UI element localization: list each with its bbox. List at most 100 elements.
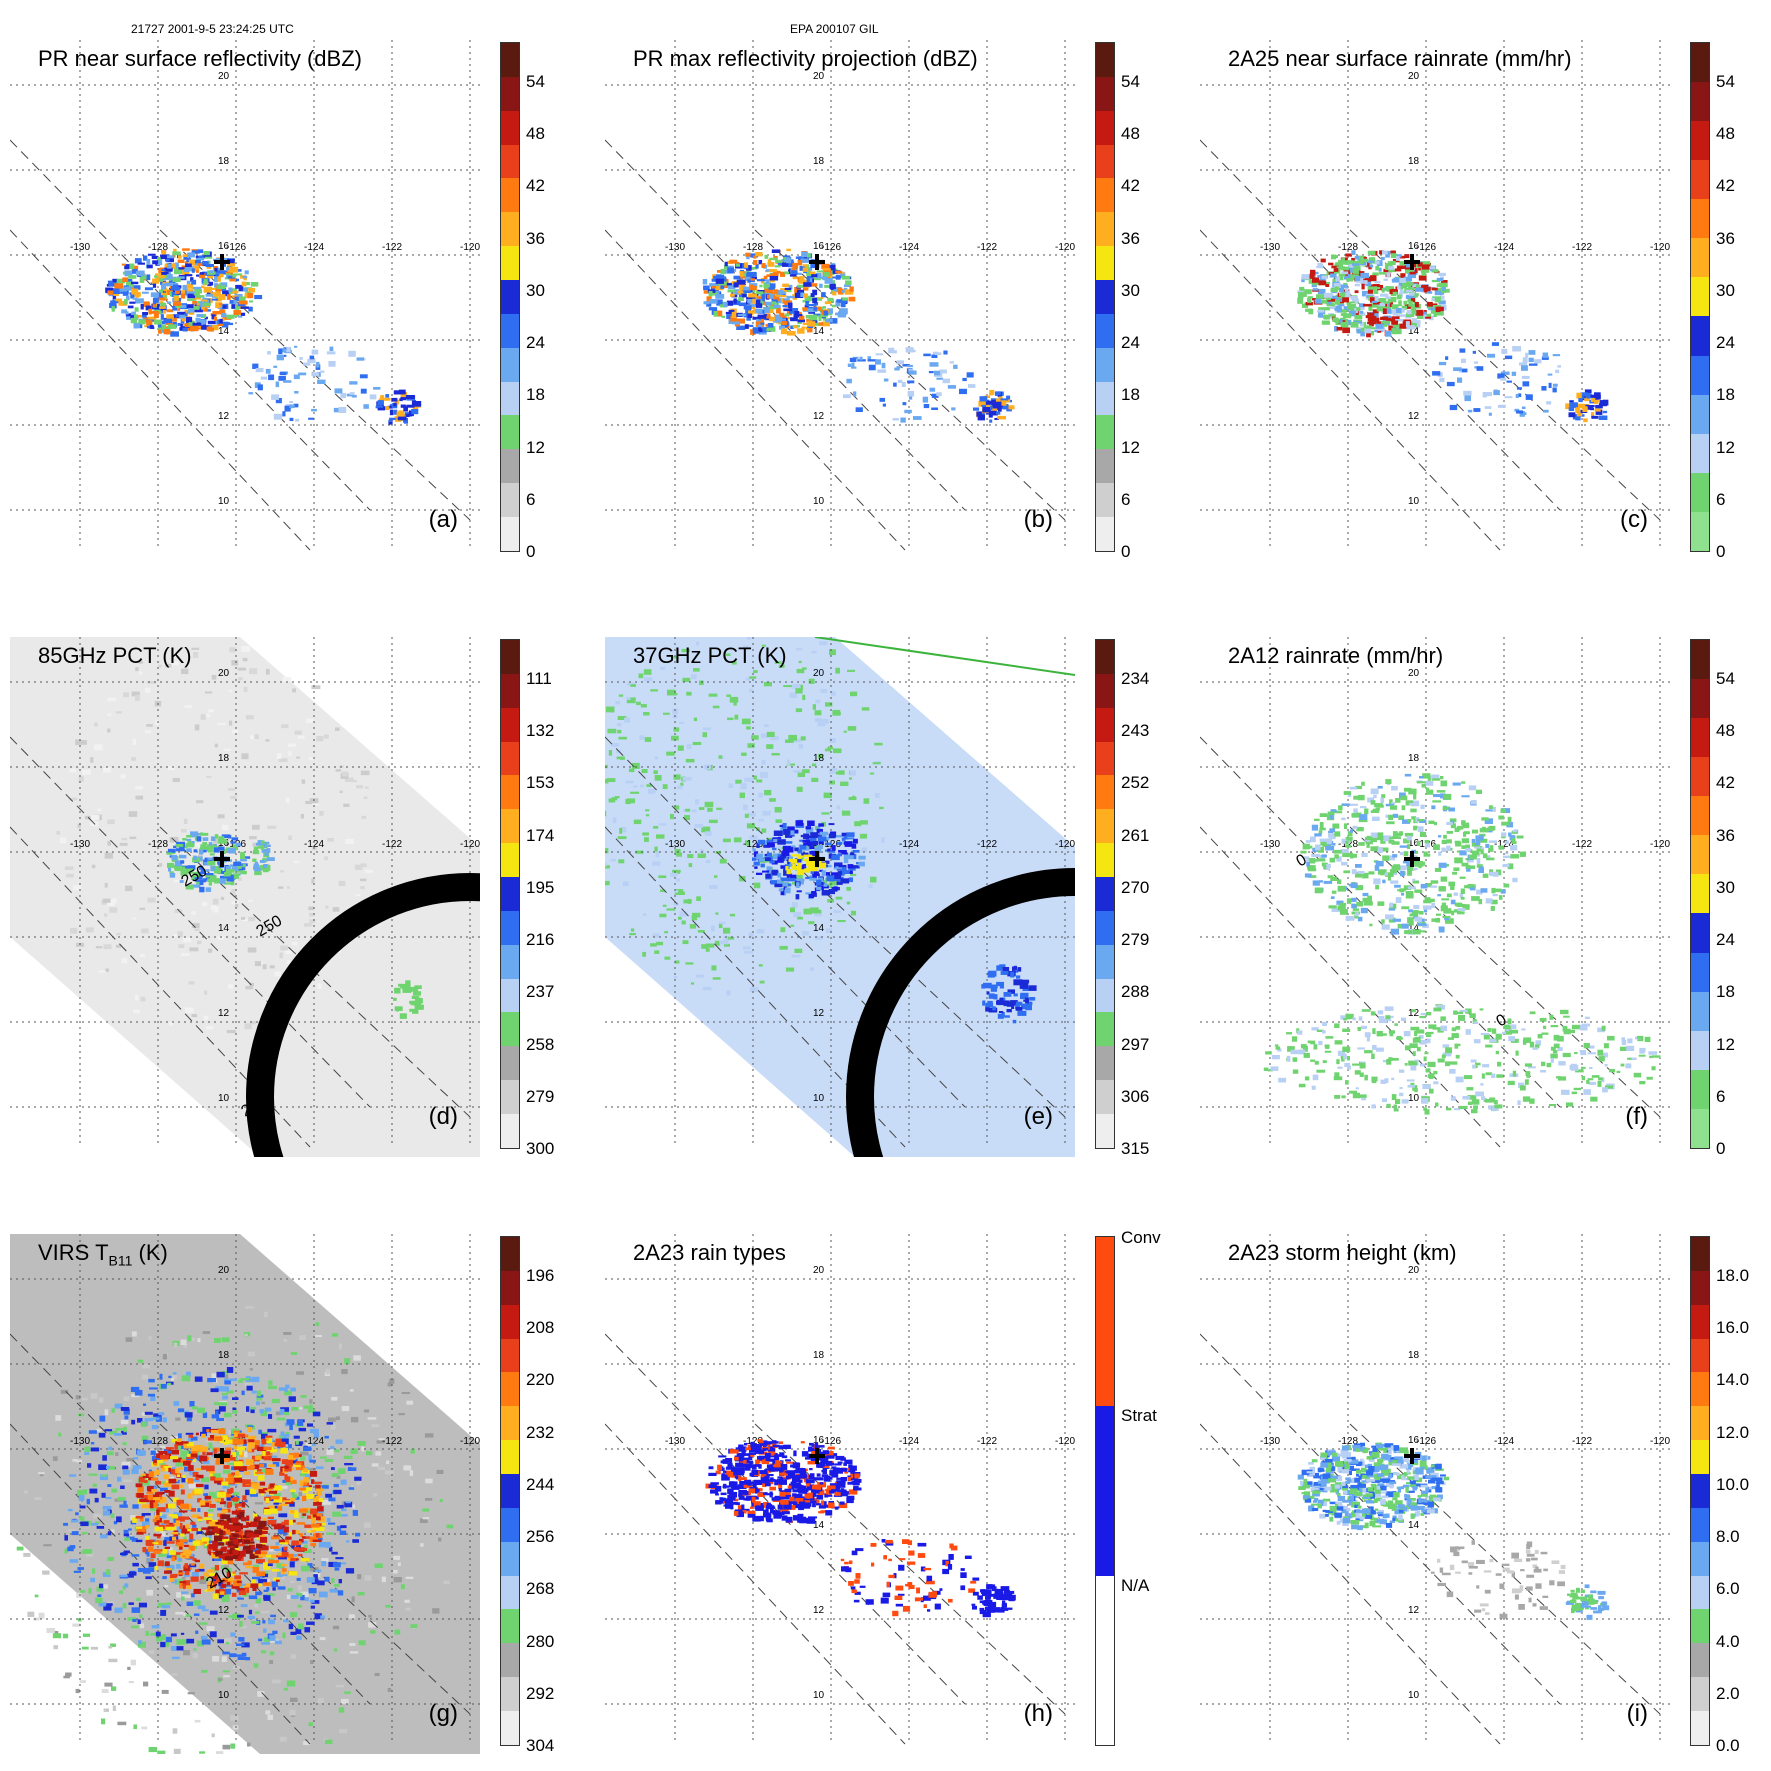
lon-label: -130 <box>665 1436 685 1447</box>
axis-labels-i: -130 -128 -126 -124 -122 -120 20 18 16 14 12 10 <box>1260 1265 1670 1701</box>
colorbar-segment <box>1096 415 1114 450</box>
panel-a: -130 -128 -126 -124 -122 -120 20 18 16 14 12 10 PR n… <box>10 40 480 560</box>
colorbar-segment <box>1691 433 1709 473</box>
storm-center-marker <box>809 254 825 270</box>
colorbar-segment <box>501 1677 519 1712</box>
lat-label: 18 <box>1408 753 1420 764</box>
colorbar-tick-label: 30 <box>1716 280 1735 300</box>
storm-center-marker <box>809 851 825 867</box>
colorbar-tick-label: 48 <box>526 124 545 144</box>
orbit-time-header: 21727 2001-9-5 23:24:25 UTC <box>131 22 294 36</box>
colorbar-tick-label: 237 <box>526 982 555 1002</box>
lon-label: -126 <box>821 242 841 253</box>
lat-label: 12 <box>218 1008 230 1019</box>
colorbar-segment <box>1691 1030 1709 1070</box>
colorbar-segment <box>1691 1304 1709 1339</box>
colorbar-segment <box>1691 511 1709 551</box>
colorbar-segment <box>501 1440 519 1475</box>
colorbar-segment <box>501 449 519 484</box>
colorbar-tick-label: 30 <box>1121 280 1140 300</box>
colorbar-segment <box>1096 707 1114 742</box>
lat-label: 16 <box>1408 1435 1420 1446</box>
colorbar-segment <box>1691 757 1709 797</box>
colorbar-segment <box>1691 835 1709 875</box>
colorbar-segment <box>501 877 519 911</box>
colorbar-tick-label: 36 <box>1121 228 1140 248</box>
colorbar-segment <box>1691 238 1709 278</box>
lat-label: 12 <box>813 1008 825 1019</box>
colorbar-segment <box>1096 843 1114 878</box>
lat-label: 18 <box>218 753 230 764</box>
swath-arc-e <box>846 868 1075 1157</box>
lat-label: 20 <box>1408 668 1420 679</box>
lon-label: -130 <box>665 242 685 253</box>
colorbar-segment <box>1691 1108 1709 1148</box>
colorbar-segment <box>1691 82 1709 122</box>
colorbar-segment <box>1691 199 1709 239</box>
colorbar-segment <box>1691 472 1709 512</box>
colorbar-tick-label: 243 <box>1121 721 1150 741</box>
colorbar-segment <box>501 43 519 77</box>
colorbar-tick-label: 304 <box>526 1736 555 1755</box>
lat-label: 12 <box>1408 411 1420 422</box>
lat-label: 16 <box>1408 838 1420 849</box>
lat-label: 16 <box>1408 241 1420 252</box>
colorbar-tick-label: 6 <box>526 489 536 509</box>
lat-label: 10 <box>1408 496 1420 507</box>
colorbar-tick-label: 174 <box>526 825 555 845</box>
colorbar-segment <box>1096 877 1114 911</box>
lon-label: -130 <box>1260 1436 1280 1447</box>
colorbar-segment <box>1691 277 1709 317</box>
lat-label: 12 <box>1408 1008 1420 1019</box>
lon-label: -130 <box>1260 242 1280 253</box>
scattering-region-d <box>166 831 251 893</box>
lat-label: 20 <box>1408 71 1420 82</box>
colorbar-tick-label: 36 <box>1716 228 1735 248</box>
colorbar-tick-label: 16.0 <box>1716 1318 1750 1338</box>
colorbar-segment <box>1691 1541 1709 1576</box>
lat-label: 14 <box>218 326 230 337</box>
panel-b: -130 -128 -126 -124 -122 -120 20 18 16 14 12 10 PR m… <box>605 40 1075 560</box>
pr-swath-edges-c <box>1200 139 1661 551</box>
storm-id-header: EPA 200107 GIL <box>790 22 879 36</box>
colorbar-tick-label: 54 <box>1716 669 1735 688</box>
colorbar-tick-label: 42 <box>1716 176 1735 196</box>
lon-label: -122 <box>1572 1436 1592 1447</box>
lon-label: -122 <box>977 839 997 850</box>
lon-label: -126 <box>1416 1436 1436 1447</box>
lat-label: 12 <box>813 411 825 422</box>
colorbar-tick-label: 30 <box>1716 877 1735 897</box>
rain-core-b <box>702 248 856 336</box>
scattering-cell-d <box>252 840 275 876</box>
storm-center-marker <box>809 1448 825 1464</box>
lon-label: -130 <box>1260 839 1280 850</box>
colorbar-tick-label: 48 <box>1121 124 1140 144</box>
graticule-i <box>1200 1234 1670 1744</box>
colorbar-segment <box>501 741 519 776</box>
colorbar-tick-label: 54 <box>1716 72 1735 91</box>
rain-type-cell-h <box>971 1584 1016 1618</box>
graticule-d <box>10 637 480 1147</box>
colorbar-tick-label: 220 <box>526 1370 555 1390</box>
lon-label: -128 <box>148 1436 168 1447</box>
colorbar-tick-label: 6 <box>1716 1086 1726 1106</box>
colorbar-tick-label: 256 <box>526 1527 555 1547</box>
colorbar-tick-label: Conv <box>1121 1228 1161 1247</box>
colorbar-tick-label: 36 <box>526 228 545 248</box>
colorbar-segment <box>1691 1440 1709 1475</box>
colorbar-segment <box>1096 246 1114 281</box>
rain-cell-a <box>375 389 422 425</box>
colorbar-segment <box>501 517 519 551</box>
axis-labels-c: -130 -128 -126 -124 -122 -120 20 18 16 14 12 10 <box>1260 71 1670 507</box>
colorbar-segment <box>1096 944 1114 979</box>
lat-label: 16 <box>813 241 825 252</box>
lat-label: 18 <box>218 1350 230 1361</box>
colorbar-tick-label: 42 <box>1716 773 1735 793</box>
colorbar-segment <box>1096 381 1114 416</box>
swath-g <box>10 1234 480 1754</box>
colorbar-segment <box>501 1046 519 1081</box>
colorbar-segment <box>501 1270 519 1305</box>
colorbar-tick-label: 232 <box>526 1422 555 1442</box>
colorbar-tick-label: 54 <box>526 72 545 91</box>
colorbar-segment <box>1691 1270 1709 1305</box>
